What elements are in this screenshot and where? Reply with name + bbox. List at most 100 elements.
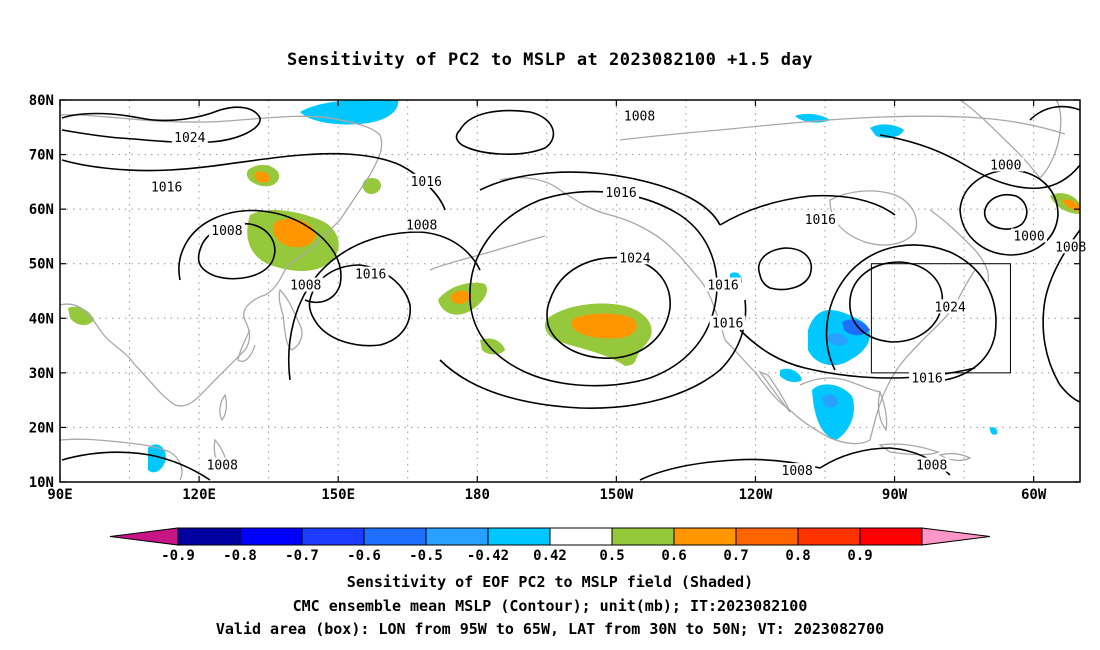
lat-tick-label: 80N (29, 93, 54, 109)
lat-tick-label: 20N (29, 420, 54, 436)
shade-negative-south-china (148, 444, 166, 473)
lon-tick-label: 90E (47, 487, 72, 503)
colorbar-swatch (859, 527, 923, 546)
lat-tick-label: 40N (29, 311, 54, 327)
colorbar-swatch (611, 527, 675, 546)
lon-tick-label: 60W (1021, 487, 1047, 503)
contour-label: 1016 (707, 279, 738, 294)
contour-label-bg (1011, 228, 1047, 243)
contour-label: 1016 (911, 371, 942, 386)
colorbar-swatch (797, 527, 861, 546)
colorbar-label: -0.8 (223, 548, 257, 564)
contour-label-bg (913, 457, 950, 472)
colorbar-label: -0.6 (347, 548, 381, 564)
sensitivity-shading (68, 99, 1080, 473)
colorbar-label: -0.5 (409, 548, 443, 564)
coastline-gulf (799, 377, 881, 393)
coastline-us-east (869, 269, 976, 441)
contour-label: 1008 (782, 464, 813, 479)
contour-label: 1008 (1055, 240, 1086, 255)
contour-label: 1008 (624, 109, 655, 124)
contour-asia-1008 (178, 209, 342, 304)
contour-north-atlantic-1008 (959, 169, 1059, 256)
contour-high-1024 (546, 256, 671, 359)
lat-tick-label: 10N (29, 475, 54, 491)
colorbar-label: 0.8 (785, 548, 810, 564)
colorbar-label: 0.5 (599, 548, 624, 564)
contour-high-1016 (469, 190, 718, 387)
colorbar-swatch (673, 527, 737, 546)
mslp-contours (61, 105, 1081, 481)
contour-label: 1008 (211, 224, 242, 239)
colorbar-low-triangle (109, 527, 179, 546)
colorbar-swatch (425, 527, 489, 546)
contour-greenland-1000 (879, 134, 1081, 190)
axis-ticks: 90E 120E 150E 180 150W 120W 90W 60W 80N 70N 60N 50N… (29, 93, 1080, 503)
colorbar: -0.9 -0.8 -0.7 -0.6 -0.5 -0.42 0.42 0.5 0.6 0.7 0.… (109, 527, 991, 564)
contour-label: 1000 (1013, 229, 1044, 244)
shade-negative-atlantic (870, 124, 904, 138)
lon-tick-label: 120W (739, 487, 773, 503)
coastline-korea (237, 329, 256, 362)
lon-tick-label: 150W (600, 487, 634, 503)
contour-label-bg (802, 212, 839, 227)
contour-label: 1000 (990, 158, 1021, 173)
colorbar-swatch (487, 527, 551, 546)
coastline-greenland (959, 99, 1062, 179)
lon-tick-label: 180 (465, 487, 490, 503)
contour-label: 1024 (174, 131, 205, 146)
colorbar-label: -0.9 (161, 548, 195, 564)
contour-label-bg (352, 266, 389, 281)
contour-label: 1008 (290, 279, 321, 294)
contour-label-bg (987, 157, 1024, 172)
map-frame (59, 99, 1081, 483)
colorbar-swatch (549, 527, 613, 546)
contour-label: 1016 (605, 186, 636, 201)
coastline-taiwan (219, 393, 228, 422)
contour-label: 1016 (712, 317, 743, 332)
lon-tick-label: 150E (321, 487, 355, 503)
contour-label: 1008 (406, 219, 437, 234)
colorbar-swatch (239, 527, 303, 546)
contour-central-pacific-1016 (479, 171, 721, 226)
shade-negative-small-atl (990, 427, 998, 435)
contour-canada-loop-1016 (758, 247, 812, 291)
contour-arctic-low-1008 (455, 109, 555, 155)
shade-positive-sea (68, 306, 94, 326)
map-title: Sensitivity of PC2 to MSLP at 2023082100… (286, 50, 813, 70)
lat-tick-label: 30N (29, 366, 54, 382)
contour-label-bg (909, 370, 945, 385)
contour-label: 1016 (411, 175, 442, 190)
contour-label-bg (204, 457, 241, 472)
contour-label-bg (779, 463, 816, 478)
shade-positive-kamchatka (362, 177, 381, 195)
contour-siberia-1024 (61, 106, 261, 144)
colorbar-label: 0.42 (533, 548, 567, 564)
contour-label-bg (171, 130, 208, 145)
contour-canada-1016 (719, 194, 896, 226)
contour-siberia-1016 (61, 152, 446, 211)
coastline-florida (877, 389, 888, 432)
contour-label-bg (408, 173, 445, 188)
lon-tick-label: 120E (182, 487, 216, 503)
shade-negative-gulf-core (822, 394, 838, 408)
contour-north-atlantic-1000 (983, 194, 1028, 230)
contour-east-atlantic-1008 (1042, 229, 1081, 403)
contour-label-bg (603, 184, 639, 199)
coastline-north-america-west (724, 339, 871, 445)
shade-positive-pacific-high-core (571, 313, 637, 339)
colorbar-swatch (363, 527, 427, 546)
contour-pacific-1016-east (439, 299, 747, 409)
colorbar-label: -0.42 (467, 548, 509, 564)
lat-tick-label: 70N (29, 148, 54, 164)
contour-tropics-1008-west (61, 451, 211, 481)
contour-label-bg (208, 222, 245, 237)
shade-positive-dateline-core (450, 290, 470, 305)
lat-tick-label: 60N (29, 202, 54, 218)
footer-line-2: CMC ensemble mean MSLP (Contour); unit(m… (292, 597, 808, 615)
coastline-labrador (929, 209, 990, 283)
contour-label-bg (709, 315, 746, 330)
colorbar-swatch (177, 527, 241, 546)
footer-line-3: Valid area (box): LON from 95W to 65W, L… (215, 620, 885, 638)
